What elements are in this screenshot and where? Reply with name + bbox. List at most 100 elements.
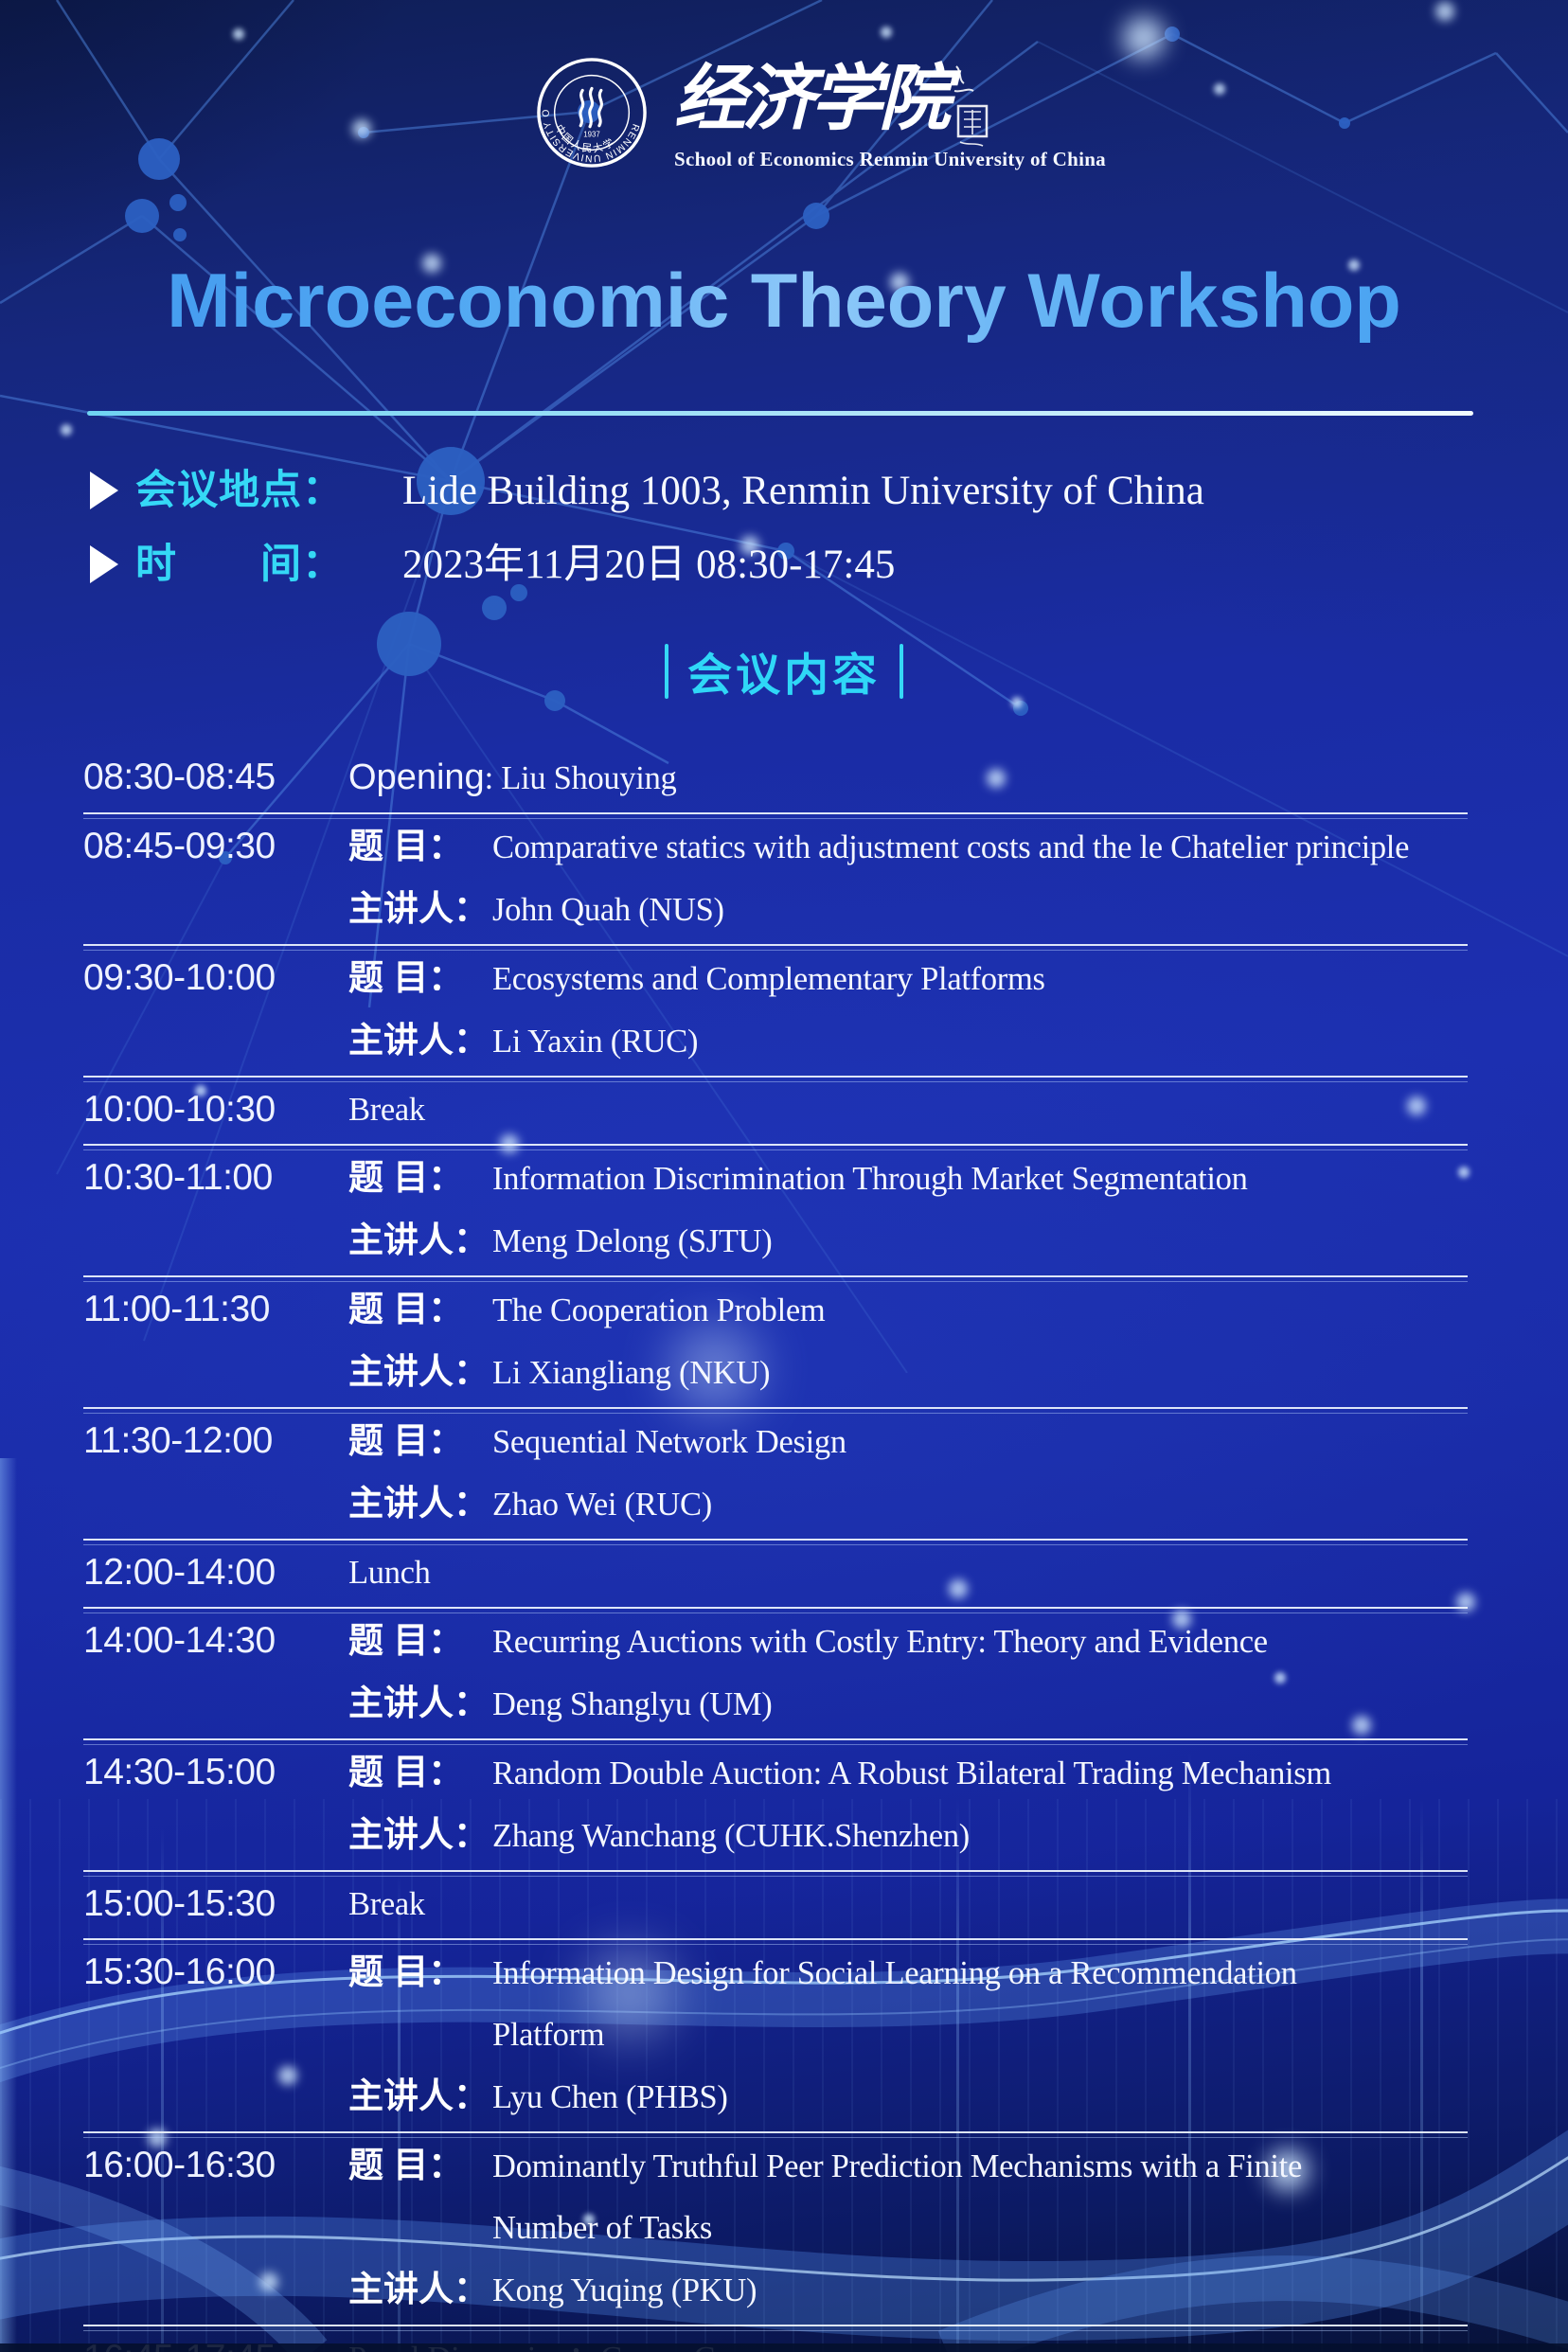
venue-row: 会议地点： Lide Building 1003, Renmin Univers…: [90, 466, 1510, 519]
schedule-line-text: Information Discrimination Through Marke…: [492, 1161, 1248, 1197]
row-separator: [83, 1539, 1468, 1545]
schedule-line-label: 题 目：: [348, 827, 464, 865]
schedule-line: 主讲人： Lyu Chen (PHBS): [348, 2069, 1468, 2131]
schedule-row: 12:00-14:00 Lunch: [83, 1545, 1468, 1613]
schedule-lines: 题 目： Sequential Network Design 主讲人： Zhao We…: [348, 1414, 1468, 1539]
schedule-line-label: 主讲人：: [348, 889, 489, 928]
title-underline: [87, 411, 1473, 416]
schedule-time: 08:30-08:45: [83, 757, 276, 797]
schedule-line-label: 题 目：: [348, 2146, 464, 2184]
schedule-line-text: Recurring Auctions with Costly Entry: Th…: [492, 1624, 1268, 1660]
schedule-line: 主讲人： Zhao Wei (RUC): [348, 1476, 1468, 1539]
wave-decoration: [0, 1898, 1568, 2352]
bottom-edge-strip: [0, 2343, 1568, 2352]
schedule-line-label: 主讲人：: [348, 1484, 489, 1523]
schedule-time: 15:30-16:00: [83, 1951, 276, 1992]
arrow-bullet-icon: [90, 472, 118, 509]
schedule-line: 题 目： Comparative statics with adjustment …: [348, 819, 1468, 882]
schedule-line: 主讲人： John Quah (NUS): [348, 882, 1468, 944]
schedule-row: 16:00-16:30 题 目： Dominantly Truthful Peer …: [83, 2138, 1468, 2331]
schedule-line: 题 目： The Cooperation Problem: [348, 1282, 1468, 1345]
schedule-line-text: Ecosystems and Complementary Platforms: [492, 961, 1045, 997]
schedule-line-text: Meng Delong (SJTU): [492, 1223, 773, 1259]
row-separator: [83, 1938, 1468, 1945]
schedule-line-text: Break: [348, 1092, 425, 1128]
schedule-line-label: 题 目：: [348, 1753, 464, 1791]
schedule-line: 主讲人： Li Yaxin (RUC): [348, 1013, 1468, 1076]
row-separator: [83, 1275, 1468, 1282]
schedule-row: 10:00-10:30 Break: [83, 1082, 1468, 1150]
schedule-line-label: 主讲人：: [348, 2270, 489, 2308]
schedule-line-prefix: Opening: [348, 757, 485, 797]
schedule-line-text: Comparative statics with adjustment cost…: [492, 829, 1410, 865]
row-separator: [83, 944, 1468, 951]
schedule-line-text: Kong Yuqing (PKU): [492, 2272, 757, 2308]
schedule-line-label: 题 目：: [348, 1290, 464, 1328]
schedule-line-text: Number of Tasks: [492, 2210, 712, 2246]
schedule-line-label: 题 目：: [348, 1952, 464, 1991]
schedule-time: 14:30-15:00: [83, 1752, 276, 1792]
schedule-line-text: Zhang Wanchang (CUHK.Shenzhen): [492, 1818, 970, 1854]
schedule-line: 题 目： Information Design for Social Learni…: [348, 1945, 1468, 2007]
schedule-line-label: 主讲人：: [348, 1021, 489, 1060]
schedule-line-text: John Quah (NUS): [492, 892, 724, 928]
schedule-row: 11:00-11:30 题 目： The Cooperation Problem 主讲…: [83, 1282, 1468, 1414]
schedule-row: 08:30-08:45 Opening: Liu Shouying: [83, 750, 1468, 819]
schedule-line: Break: [348, 1877, 1468, 1938]
schedule-line: Opening: Liu Shouying: [348, 750, 1468, 812]
row-separator: [83, 1144, 1468, 1150]
schedule-lines: 题 目： Ecosystems and Complementary Platfor…: [348, 951, 1468, 1076]
schedule-line-label: 题 目：: [348, 1158, 464, 1197]
schedule-row: 09:30-10:00 题 目： Ecosystems and Complement…: [83, 951, 1468, 1082]
schedule-line-text: Random Double Auction: A Robust Bilatera…: [492, 1755, 1331, 1791]
schedule-time: 10:00-10:30: [83, 1089, 276, 1130]
schedule-line-label: 题 目：: [348, 1621, 464, 1660]
schedule-line: 主讲人： Kong Yuqing (PKU): [348, 2262, 1468, 2325]
schedule-line-label: 主讲人：: [348, 1684, 489, 1722]
schedule-line: 主讲人： Zhang Wanchang (CUHK.Shenzhen): [348, 1808, 1468, 1870]
arrow-bullet-icon: [90, 545, 118, 583]
schedule-lines: 题 目： Information Discrimination Through M…: [348, 1150, 1468, 1275]
school-calligraphy-title: 经济学院: [674, 56, 951, 140]
schedule-time: 11:00-11:30: [83, 1289, 270, 1329]
schedule-row: 14:00-14:30 题 目： Recurring Auctions with C…: [83, 1613, 1468, 1745]
schedule-time: 16:00-16:30: [83, 2145, 276, 2185]
schedule-line: Platform: [348, 2007, 1468, 2069]
time-row: 时 间： 2023年11月20日 08:30-17:45: [90, 540, 1510, 593]
schedule-line: 主讲人： Li Xiangliang (NKU): [348, 1345, 1468, 1407]
schedule-lines: 题 目： Random Double Auction: A Robust Bila…: [348, 1745, 1468, 1870]
schedule-row: 10:30-11:00 题 目： Information Discriminatio…: [83, 1150, 1468, 1282]
schedule-row: 11:30-12:00 题 目： Sequential Network Design…: [83, 1414, 1468, 1545]
university-seal-icon: RENMIN UNIVERSITY OF CHINA 1937 中国人民大学: [536, 57, 647, 168]
schedule-lines: 题 目： Information Design for Social Learni…: [348, 1945, 1468, 2131]
schedule-line-label: 主讲人：: [348, 1221, 489, 1259]
time-label: 时 间：: [135, 542, 344, 587]
schedule-line-text: Lyu Chen (PHBS): [492, 2079, 728, 2115]
schedule-time: 12:00-14:00: [83, 1552, 276, 1593]
schedule-row: 15:30-16:00 题 目： Information Design for So…: [83, 1945, 1468, 2138]
row-separator: [83, 1738, 1468, 1745]
schedule-lines: 题 目： Comparative statics with adjustment …: [348, 819, 1468, 944]
schedule-line: 题 目： Dominantly Truthful Peer Prediction …: [348, 2138, 1468, 2201]
schedule-time: 15:00-15:30: [83, 1883, 276, 1924]
schedule-line-text: Dominantly Truthful Peer Prediction Mech…: [492, 2148, 1302, 2184]
row-separator: [83, 2131, 1468, 2138]
schedule-line-text: Break: [348, 1886, 425, 1922]
row-separator: [83, 1407, 1468, 1414]
schedule-line-label: 题 目：: [348, 958, 464, 997]
schedule-line: Break: [348, 1082, 1468, 1144]
venue-value: Lide Building 1003, Renmin University of…: [402, 469, 1204, 513]
schedule-lines: Lunch: [348, 1545, 1468, 1607]
schedule-time: 09:30-10:00: [83, 957, 276, 998]
schedule-lines: Break: [348, 1877, 1468, 1938]
schedule-line-text: Li Xiangliang (NKU): [492, 1355, 771, 1391]
schedule-line-label: 主讲人：: [348, 2076, 489, 2115]
schedule-line-text: Deng Shanglyu (UM): [492, 1686, 773, 1722]
schedule-line-text: Li Yaxin (RUC): [492, 1024, 699, 1060]
schedule-line-text: Lunch: [348, 1555, 431, 1591]
schedule-line: 主讲人： Meng Delong (SJTU): [348, 1213, 1468, 1275]
schedule-lines: 题 目： Dominantly Truthful Peer Prediction …: [348, 2138, 1468, 2325]
row-separator: [83, 812, 1468, 819]
seal-year-text: 1937: [583, 131, 599, 139]
